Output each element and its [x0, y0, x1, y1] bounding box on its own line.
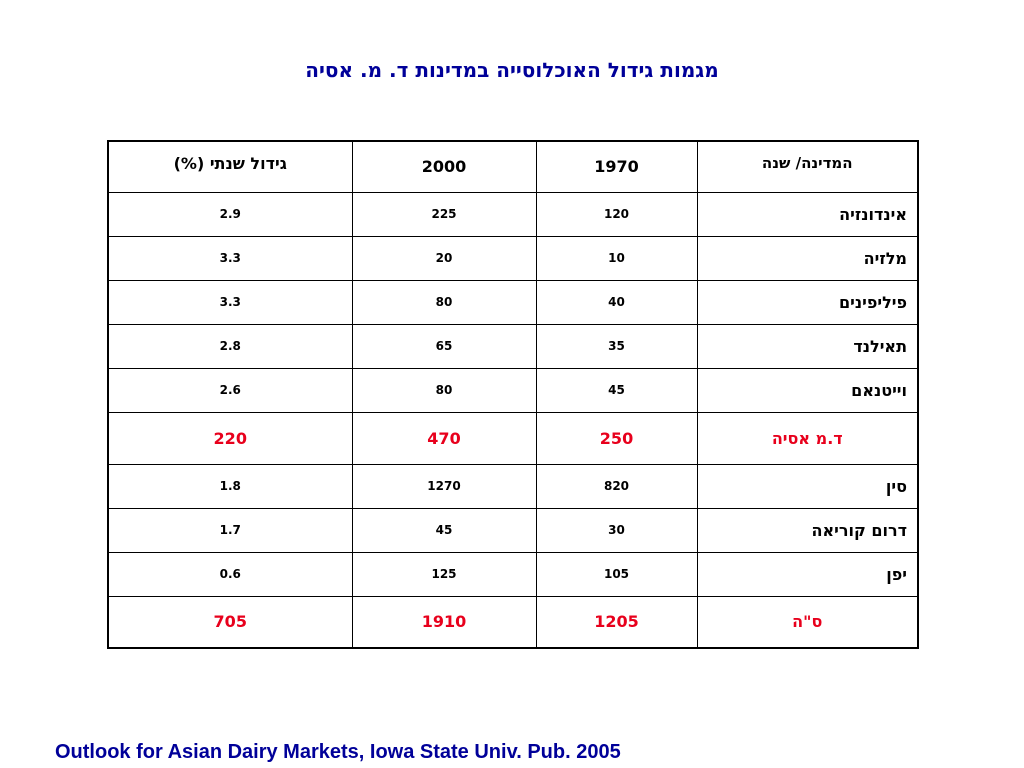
- cell-country: אינדונזיה: [696, 191, 919, 237]
- table-row: אינדונזיה 120 225 2.9: [107, 191, 919, 237]
- cell-2000: 45: [351, 507, 537, 553]
- header-growth: גידול שנתי (%): [107, 140, 353, 193]
- cell-1970: 105: [535, 551, 698, 597]
- table-row: תאילנד 35 65 2.8: [107, 323, 919, 369]
- header-2000: 2000: [351, 140, 537, 193]
- table-row: מלזיה 10 20 3.3: [107, 235, 919, 281]
- cell-2000: 65: [351, 323, 537, 369]
- cell-growth: 0.6: [107, 551, 353, 597]
- cell-country: תאילנד: [696, 323, 919, 369]
- cell-1970: 10: [535, 235, 698, 281]
- cell-2000: 20: [351, 235, 537, 281]
- cell-2000: 80: [351, 367, 537, 413]
- header-1970: 1970: [535, 140, 698, 193]
- table-row: יפן 105 125 0.6: [107, 551, 919, 597]
- subtotal-row: ד.מ אסיה 250 470 220: [107, 411, 919, 465]
- cell-growth: 705: [107, 595, 353, 649]
- cell-2000: 225: [351, 191, 537, 237]
- cell-growth: 220: [107, 411, 353, 465]
- table-row: וייטנאם 45 80 2.6: [107, 367, 919, 413]
- cell-1970: 1205: [535, 595, 698, 649]
- cell-growth: 1.7: [107, 507, 353, 553]
- cell-country: וייטנאם: [696, 367, 919, 413]
- cell-1970: 250: [535, 411, 698, 465]
- page-title: מגמות גידול האוכלוסייה במדינות ד. מ. אסי…: [305, 58, 719, 82]
- cell-2000: 470: [351, 411, 537, 465]
- cell-1970: 820: [535, 463, 698, 509]
- cell-growth: 1.8: [107, 463, 353, 509]
- cell-2000: 1910: [351, 595, 537, 649]
- table-header-row: המדינה/ שנה 1970 2000 גידול שנתי (%): [107, 140, 919, 193]
- total-row: ס"ה 1205 1910 705: [107, 595, 919, 649]
- cell-1970: 30: [535, 507, 698, 553]
- header-country: המדינה/ שנה: [696, 140, 919, 193]
- cell-2000: 1270: [351, 463, 537, 509]
- cell-1970: 45: [535, 367, 698, 413]
- cell-growth: 3.3: [107, 235, 353, 281]
- table-row: סין 820 1270 1.8: [107, 463, 919, 509]
- source-citation: Outlook for Asian Dairy Markets, Iowa St…: [55, 741, 621, 763]
- cell-country: דרום קוריאה: [696, 507, 919, 553]
- table-row: דרום קוריאה 30 45 1.7: [107, 507, 919, 553]
- cell-country: פיליפינים: [696, 279, 919, 325]
- cell-growth: 2.8: [107, 323, 353, 369]
- cell-country: סין: [696, 463, 919, 509]
- cell-growth: 2.9: [107, 191, 353, 237]
- cell-1970: 40: [535, 279, 698, 325]
- cell-country: ס"ה: [696, 595, 919, 649]
- cell-country: ד.מ אסיה: [696, 411, 919, 465]
- cell-growth: 3.3: [107, 279, 353, 325]
- cell-growth: 2.6: [107, 367, 353, 413]
- cell-1970: 120: [535, 191, 698, 237]
- cell-2000: 125: [351, 551, 537, 597]
- population-table: המדינה/ שנה 1970 2000 גידול שנתי (%) אינ…: [107, 140, 919, 649]
- cell-country: יפן: [696, 551, 919, 597]
- cell-country: מלזיה: [696, 235, 919, 281]
- table-row: פיליפינים 40 80 3.3: [107, 279, 919, 325]
- cell-1970: 35: [535, 323, 698, 369]
- cell-2000: 80: [351, 279, 537, 325]
